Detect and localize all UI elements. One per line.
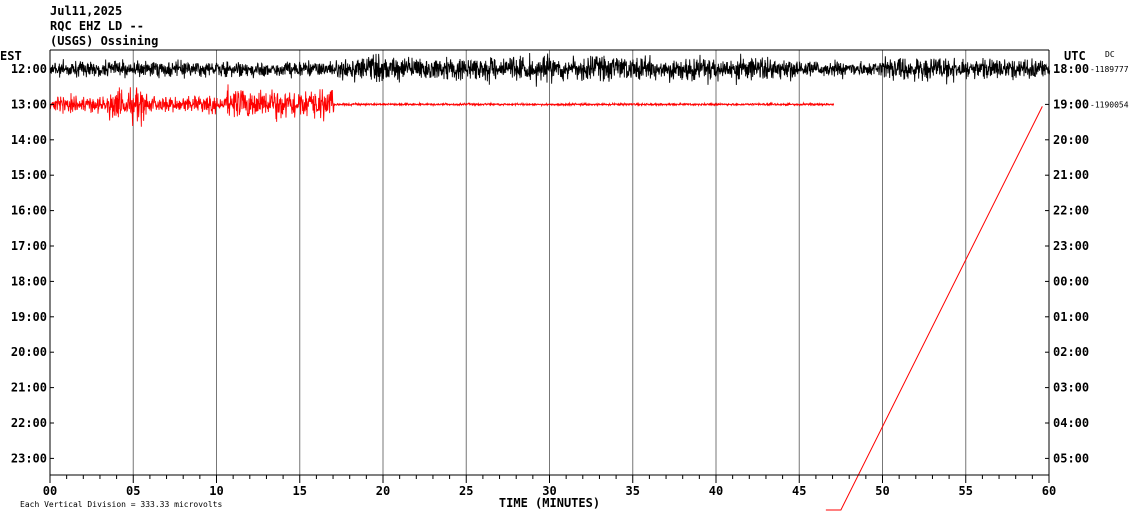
est-hour-label-3: 15:00 — [11, 168, 47, 182]
x-tick-label-60: 60 — [1042, 484, 1056, 498]
est-hour-label-7: 19:00 — [11, 310, 47, 324]
est-hour-label-0: 12:00 — [11, 62, 47, 76]
utc-hour-label-4: 22:00 — [1053, 204, 1089, 218]
utc-hour-label-0: 18:00 — [1053, 62, 1089, 76]
axis-labels: 00 05 10 15 20 25 30 35 40 45 50 55 60 TIME (MINUTES)… — [0, 49, 1129, 510]
utc-hour-label-1: 19:00 — [1053, 97, 1089, 111]
x-tick-label-00: 00 — [43, 484, 57, 498]
trace-row-0 — [49, 53, 1051, 87]
x-tick-label-45: 45 — [792, 484, 806, 498]
est-hour-label-1: 13:00 — [11, 97, 47, 111]
x-tick-label-05: 05 — [126, 484, 140, 498]
x-tick-label-10: 10 — [209, 484, 223, 498]
est-hour-label-11: 23:00 — [11, 451, 47, 465]
utc-hour-label-10: 04:00 — [1053, 416, 1089, 430]
x-tick-label-25: 25 — [459, 484, 473, 498]
utc-hour-label-3: 21:00 — [1053, 168, 1089, 182]
x-tick-label-55: 55 — [959, 484, 973, 498]
utc-hour-label-11: 05:00 — [1053, 451, 1089, 465]
station-label: RQC EHZ LD -- — [50, 19, 144, 33]
seismic-traces — [49, 53, 1051, 511]
x-tick-label-30: 30 — [542, 484, 556, 498]
plot-frame — [49, 49, 1050, 483]
date-label: Jul11,2025 — [50, 4, 123, 18]
utc-hour-label-9: 03:00 — [1053, 381, 1089, 395]
dc-offset-0: -1189777 — [1090, 65, 1129, 74]
est-hour-label-2: 14:00 — [11, 133, 47, 147]
est-hour-label-9: 21:00 — [11, 381, 47, 395]
dc-offset-1: -1190054 — [1090, 100, 1129, 109]
utc-hour-label-5: 23:00 — [1053, 239, 1089, 253]
x-axis-label: TIME (MINUTES) — [499, 496, 600, 510]
network-label: (USGS) Ossining — [50, 34, 159, 48]
dc-label: DC — [1105, 50, 1115, 59]
scale-note: Each Vertical Division = 333.33 microvol… — [20, 500, 223, 509]
utc-label: UTC — [1064, 49, 1086, 63]
est-hour-label-8: 20:00 — [11, 345, 47, 359]
est-hour-label-5: 17:00 — [11, 239, 47, 253]
x-tick-label-35: 35 — [626, 484, 640, 498]
x-tick-label-40: 40 — [709, 484, 723, 498]
vertical-gridlines — [132, 50, 967, 475]
x-tick-label-20: 20 — [376, 484, 390, 498]
est-hour-label-10: 22:00 — [11, 416, 47, 430]
utc-hour-label-2: 20:00 — [1053, 133, 1089, 147]
est-label: EST — [0, 49, 22, 63]
trace-row-1 — [49, 84, 835, 127]
utc-hour-label-8: 02:00 — [1053, 345, 1089, 359]
est-hour-label-6: 18:00 — [11, 274, 47, 288]
x-tick-label-15: 15 — [293, 484, 307, 498]
est-hour-label-4: 16:00 — [11, 204, 47, 218]
utc-hour-label-7: 01:00 — [1053, 310, 1089, 324]
x-tick-label-50: 50 — [875, 484, 889, 498]
utc-hour-label-6: 00:00 — [1053, 274, 1089, 288]
trace-partial — [825, 106, 1043, 511]
